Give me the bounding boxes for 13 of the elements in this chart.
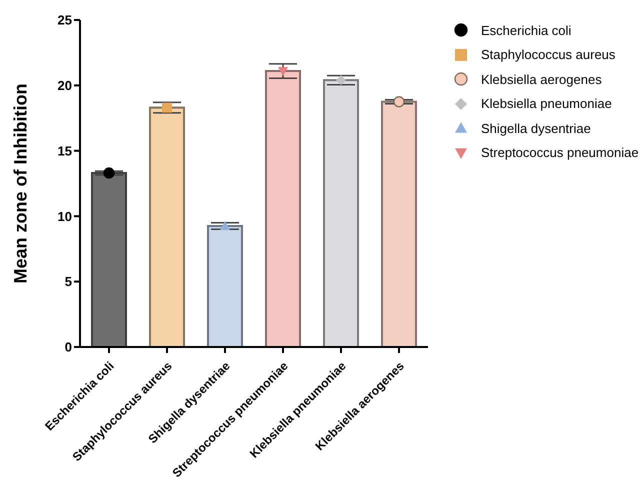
legend-label: Staphylococcus aureus xyxy=(481,47,616,62)
legend-label: Klebsiella aerogenes xyxy=(481,72,602,87)
y-tick-label: 5 xyxy=(64,274,72,290)
y-tick-label: 25 xyxy=(58,12,72,28)
legend-label: Escherichia coli xyxy=(481,22,572,38)
legend-label: Shigella dysentriae xyxy=(481,120,591,136)
y-tick-label: 0 xyxy=(64,340,72,355)
y-tick-label: 10 xyxy=(58,208,72,224)
y-tick-label: 20 xyxy=(58,78,72,94)
legend-label: Klebsiella pneumoniae xyxy=(481,96,612,112)
y-tick-label: 15 xyxy=(58,143,72,158)
y-axis-title: Mean zone of Inhibition xyxy=(10,84,30,284)
legend-label: Streptococcus pneumoniae xyxy=(481,145,639,160)
